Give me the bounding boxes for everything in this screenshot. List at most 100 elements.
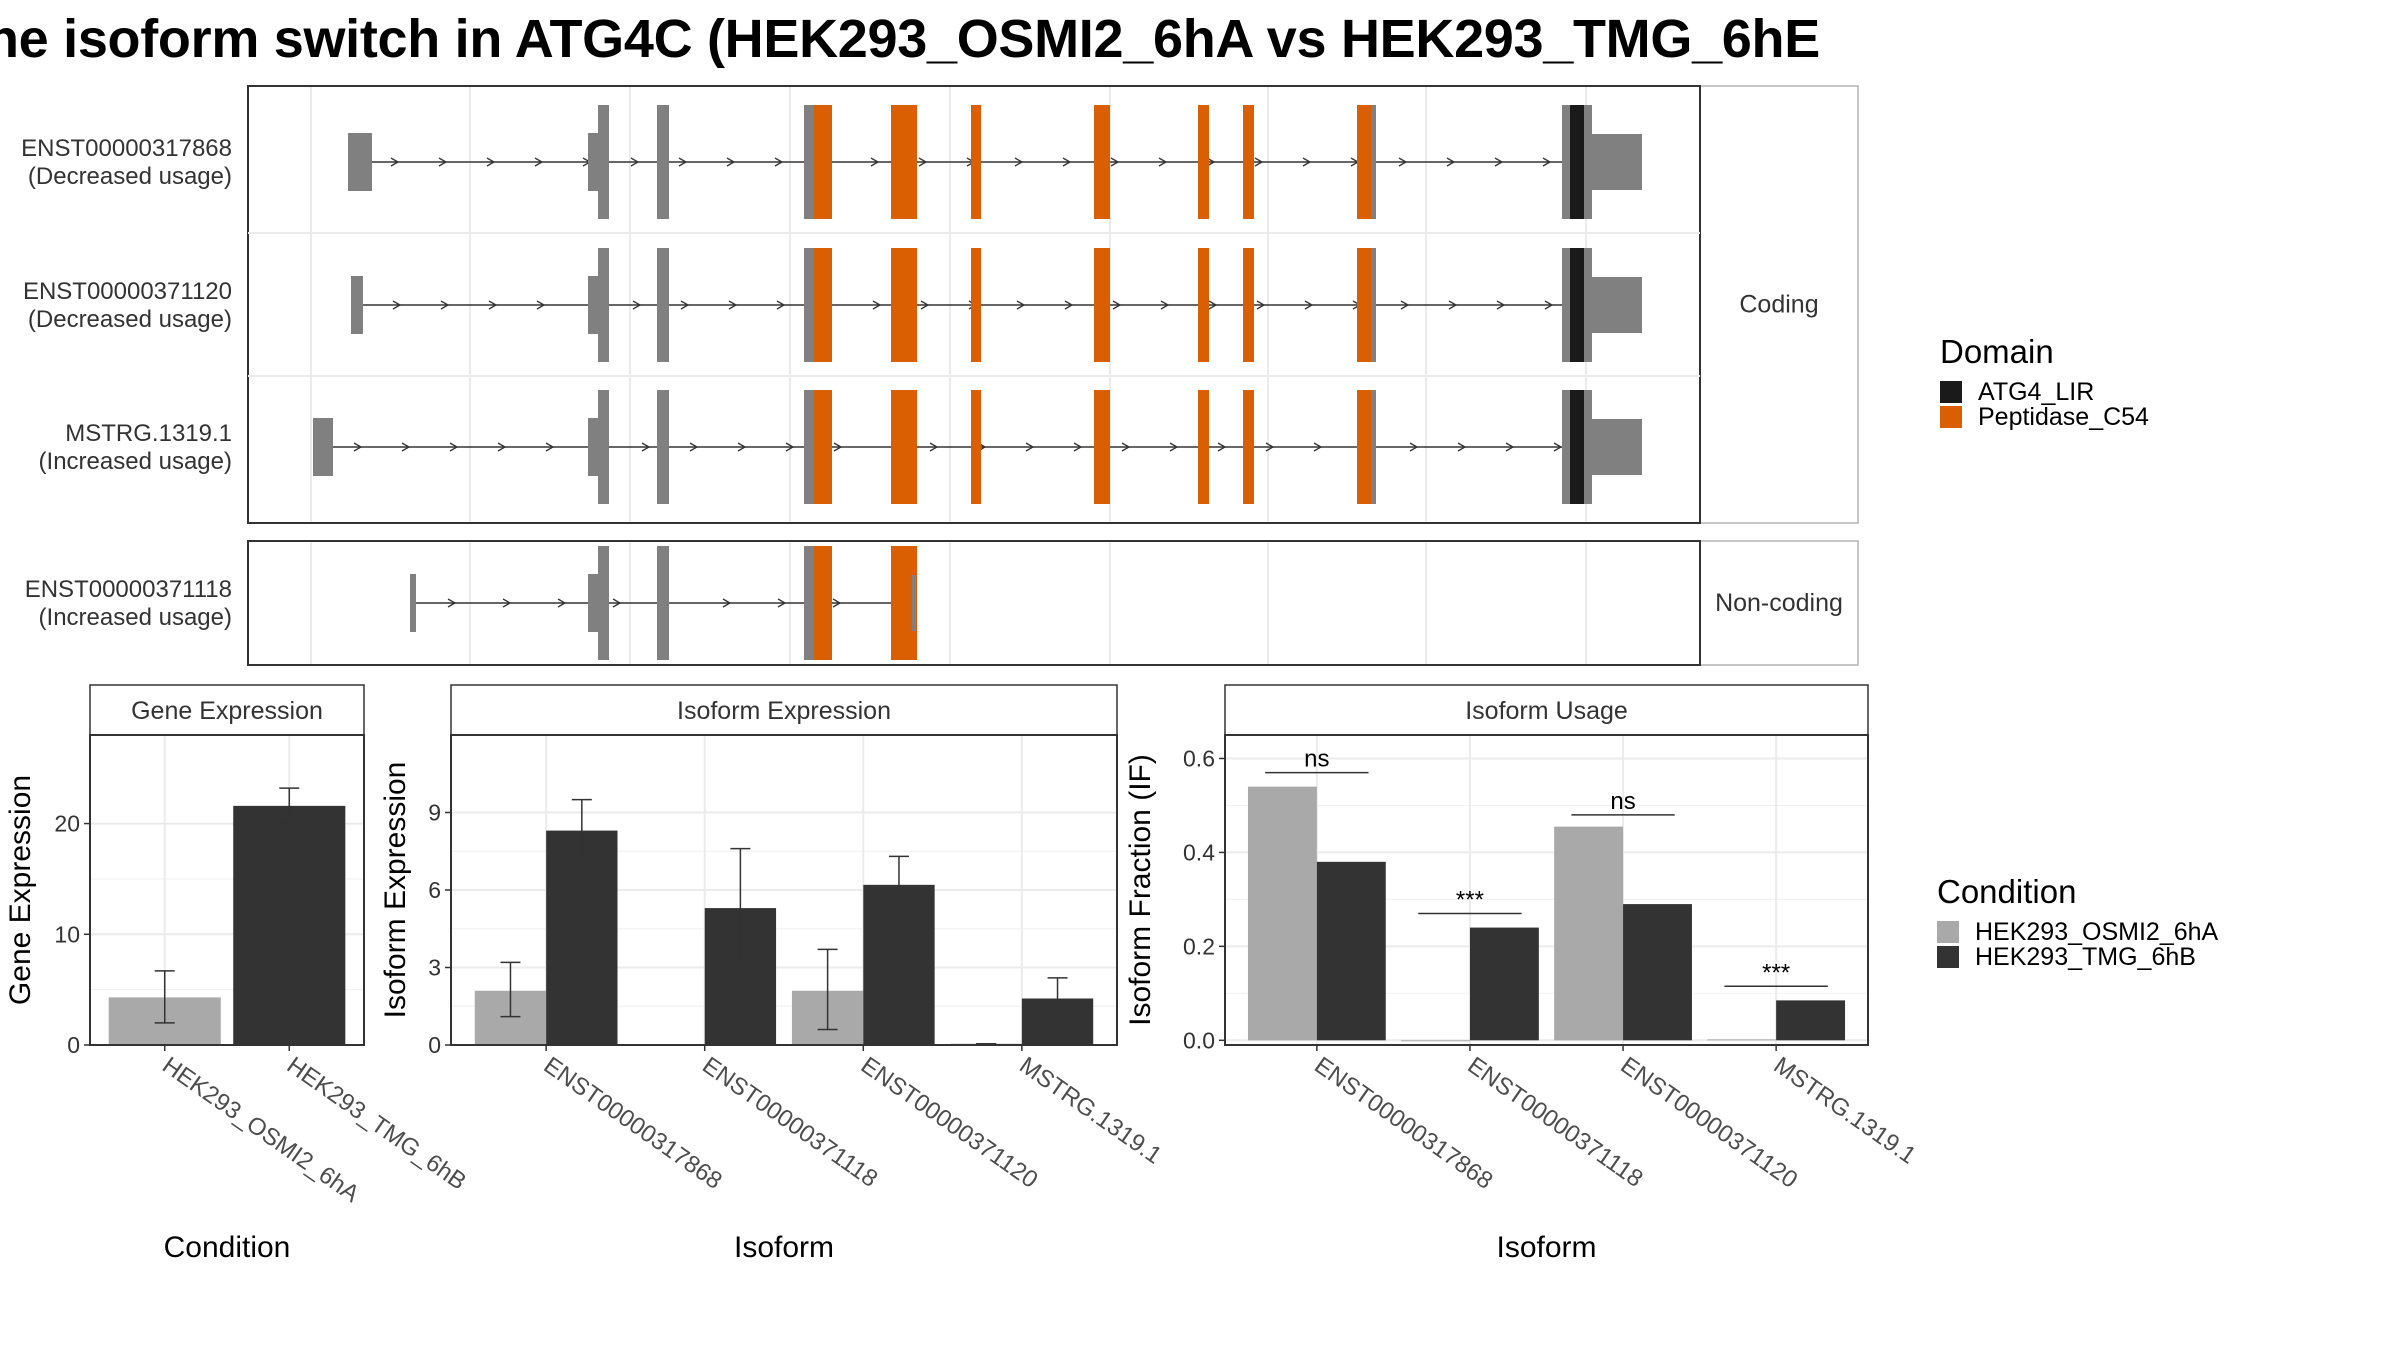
strand-arrow — [1302, 157, 1312, 167]
strand-arrow — [1304, 300, 1314, 310]
peptidase-c54-domain-exon — [1198, 105, 1209, 219]
panel-strip — [89, 684, 365, 736]
bar-osmi2-6ha — [1554, 826, 1624, 1041]
strand-arrow — [1206, 157, 1216, 167]
exon — [804, 390, 814, 504]
exon — [1562, 248, 1570, 362]
strand-arrow — [785, 442, 795, 452]
gene-structure-panel: CodingNon-codingENST00000317868(Decrease… — [21, 85, 1859, 666]
peptidase-c54-domain-exon — [1243, 105, 1254, 219]
strand-arrow — [1542, 157, 1552, 167]
legend-title: Domain — [1940, 333, 2054, 370]
legend-key-condition — [1937, 946, 1959, 968]
bar-osmi2-6ha — [1401, 1040, 1470, 1042]
exon — [1562, 390, 1570, 504]
exon — [657, 248, 669, 362]
strand-arrow — [918, 157, 928, 167]
strand-arrow — [929, 442, 939, 452]
legend-key-domain — [1940, 381, 1962, 403]
x-axis-title: Isoform — [734, 1231, 834, 1264]
facet-strip — [1699, 85, 1859, 524]
strand-arrow — [440, 300, 450, 310]
y-axis-title: Gene Expression — [4, 775, 37, 1005]
legend-label: HEK293_OSMI2_6hA — [1975, 918, 2219, 946]
exon — [598, 390, 609, 504]
peptidase-c54-domain-exon — [1243, 390, 1254, 504]
exon — [1371, 248, 1376, 362]
strand-arrow — [1494, 157, 1504, 167]
strand-arrow — [545, 442, 555, 452]
utr-exon — [1592, 277, 1642, 333]
legend-label: Peptidase_C54 — [1978, 403, 2149, 431]
peptidase-c54-domain-exon — [1357, 248, 1371, 362]
strand-arrow — [401, 442, 411, 452]
bar-tmg-6hb — [1776, 1000, 1846, 1041]
peptidase-c54-domain-exon — [1094, 390, 1110, 504]
strand-arrow — [1014, 157, 1024, 167]
facet-strip — [1699, 540, 1859, 666]
strand-arrow — [1158, 157, 1168, 167]
isoform-expression-panel: Isoform Expression0369ENST00000317868ENS… — [379, 684, 1166, 1264]
strand-arrow — [1160, 300, 1170, 310]
y-tick-label: 20 — [54, 811, 80, 837]
peptidase-c54-domain-exon — [1094, 248, 1110, 362]
y-tick-label: 0.6 — [1183, 745, 1215, 771]
utr-exon — [1592, 134, 1642, 190]
exon — [348, 133, 372, 191]
legend-key-condition — [1937, 921, 1959, 943]
peptidase-c54-domain-exon — [1243, 248, 1254, 362]
strand-arrow — [497, 442, 507, 452]
plot-border — [1224, 734, 1869, 1046]
peptidase-c54-domain-exon — [814, 546, 832, 660]
y-tick-label: 10 — [54, 921, 80, 947]
x-tick-label: HEK293_OSMI2_6hA — [157, 1052, 364, 1208]
peptidase-c54-domain-exon — [814, 105, 832, 219]
exon — [1562, 105, 1570, 219]
significance-label: ns — [1304, 746, 1329, 773]
strand-arrow — [776, 300, 786, 310]
exon — [1584, 248, 1592, 362]
facet-border — [247, 540, 1701, 666]
strand-arrow — [728, 300, 738, 310]
exon — [1371, 390, 1376, 504]
strand-arrow — [641, 442, 651, 452]
peptidase-c54-domain-exon — [1198, 390, 1209, 504]
legend-label: ATG4_LIR — [1978, 378, 2094, 406]
strand-arrow — [777, 598, 787, 608]
exon — [410, 574, 416, 632]
strand-arrow — [1553, 442, 1563, 452]
peptidase-c54-domain-exon — [1357, 390, 1371, 504]
strand-arrow — [832, 598, 842, 608]
peptidase-c54-domain-exon — [971, 390, 981, 504]
exon — [1371, 105, 1376, 219]
strand-arrow — [726, 157, 736, 167]
peptidase-c54-domain-exon — [1094, 105, 1110, 219]
strand-arrow — [353, 442, 363, 452]
strand-arrow — [1496, 300, 1506, 310]
exon — [804, 248, 814, 362]
strand-arrow — [1256, 300, 1266, 310]
strand-arrow — [678, 157, 688, 167]
strand-arrow — [1457, 442, 1467, 452]
strand-arrow — [390, 157, 400, 167]
y-tick-label: 0 — [428, 1032, 441, 1058]
peptidase-c54-domain-exon — [971, 105, 981, 219]
bar-tmg-6hb — [546, 830, 618, 1045]
strand-arrow — [689, 442, 699, 452]
strand-arrow — [1409, 442, 1419, 452]
bar-tmg-6hb — [233, 805, 346, 1045]
strand-arrow — [920, 300, 930, 310]
strand-arrow — [1265, 442, 1275, 452]
isoform-usage-label: (Decreased usage) — [28, 306, 232, 333]
strand-arrow — [680, 300, 690, 310]
atg4-lir-domain-exon — [1570, 248, 1584, 362]
strand-arrow — [774, 157, 784, 167]
isoform-id-label: ENST00000371118 — [25, 576, 232, 603]
exon — [657, 546, 669, 660]
y-tick-label: 0.2 — [1183, 933, 1215, 959]
y-tick-label: 3 — [428, 955, 441, 981]
strand-arrow — [1073, 442, 1083, 452]
x-axis-title: Condition — [164, 1231, 291, 1264]
